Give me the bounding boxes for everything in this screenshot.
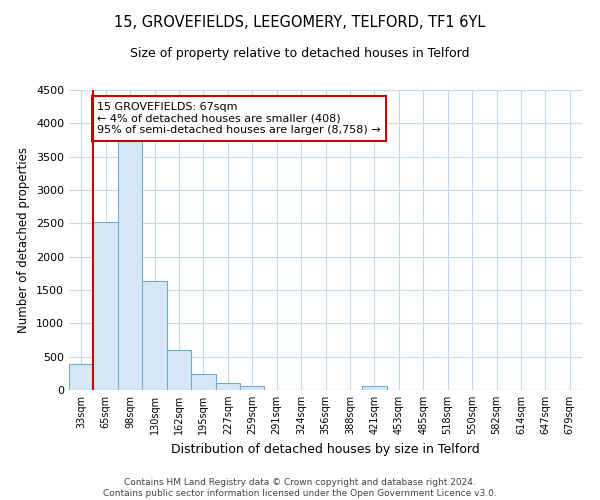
Bar <box>167 350 191 390</box>
Bar <box>94 222 118 390</box>
Bar <box>69 364 94 390</box>
Bar <box>118 142 142 390</box>
Text: Size of property relative to detached houses in Telford: Size of property relative to detached ho… <box>130 48 470 60</box>
Bar <box>362 386 386 390</box>
Bar <box>240 386 265 390</box>
Bar <box>191 374 215 390</box>
Y-axis label: Number of detached properties: Number of detached properties <box>17 147 31 333</box>
Text: 15 GROVEFIELDS: 67sqm
← 4% of detached houses are smaller (408)
95% of semi-deta: 15 GROVEFIELDS: 67sqm ← 4% of detached h… <box>97 102 381 135</box>
Bar <box>215 384 240 390</box>
Text: Contains HM Land Registry data © Crown copyright and database right 2024.
Contai: Contains HM Land Registry data © Crown c… <box>103 478 497 498</box>
Text: 15, GROVEFIELDS, LEEGOMERY, TELFORD, TF1 6YL: 15, GROVEFIELDS, LEEGOMERY, TELFORD, TF1… <box>115 15 485 30</box>
Bar <box>142 280 167 390</box>
X-axis label: Distribution of detached houses by size in Telford: Distribution of detached houses by size … <box>171 442 480 456</box>
